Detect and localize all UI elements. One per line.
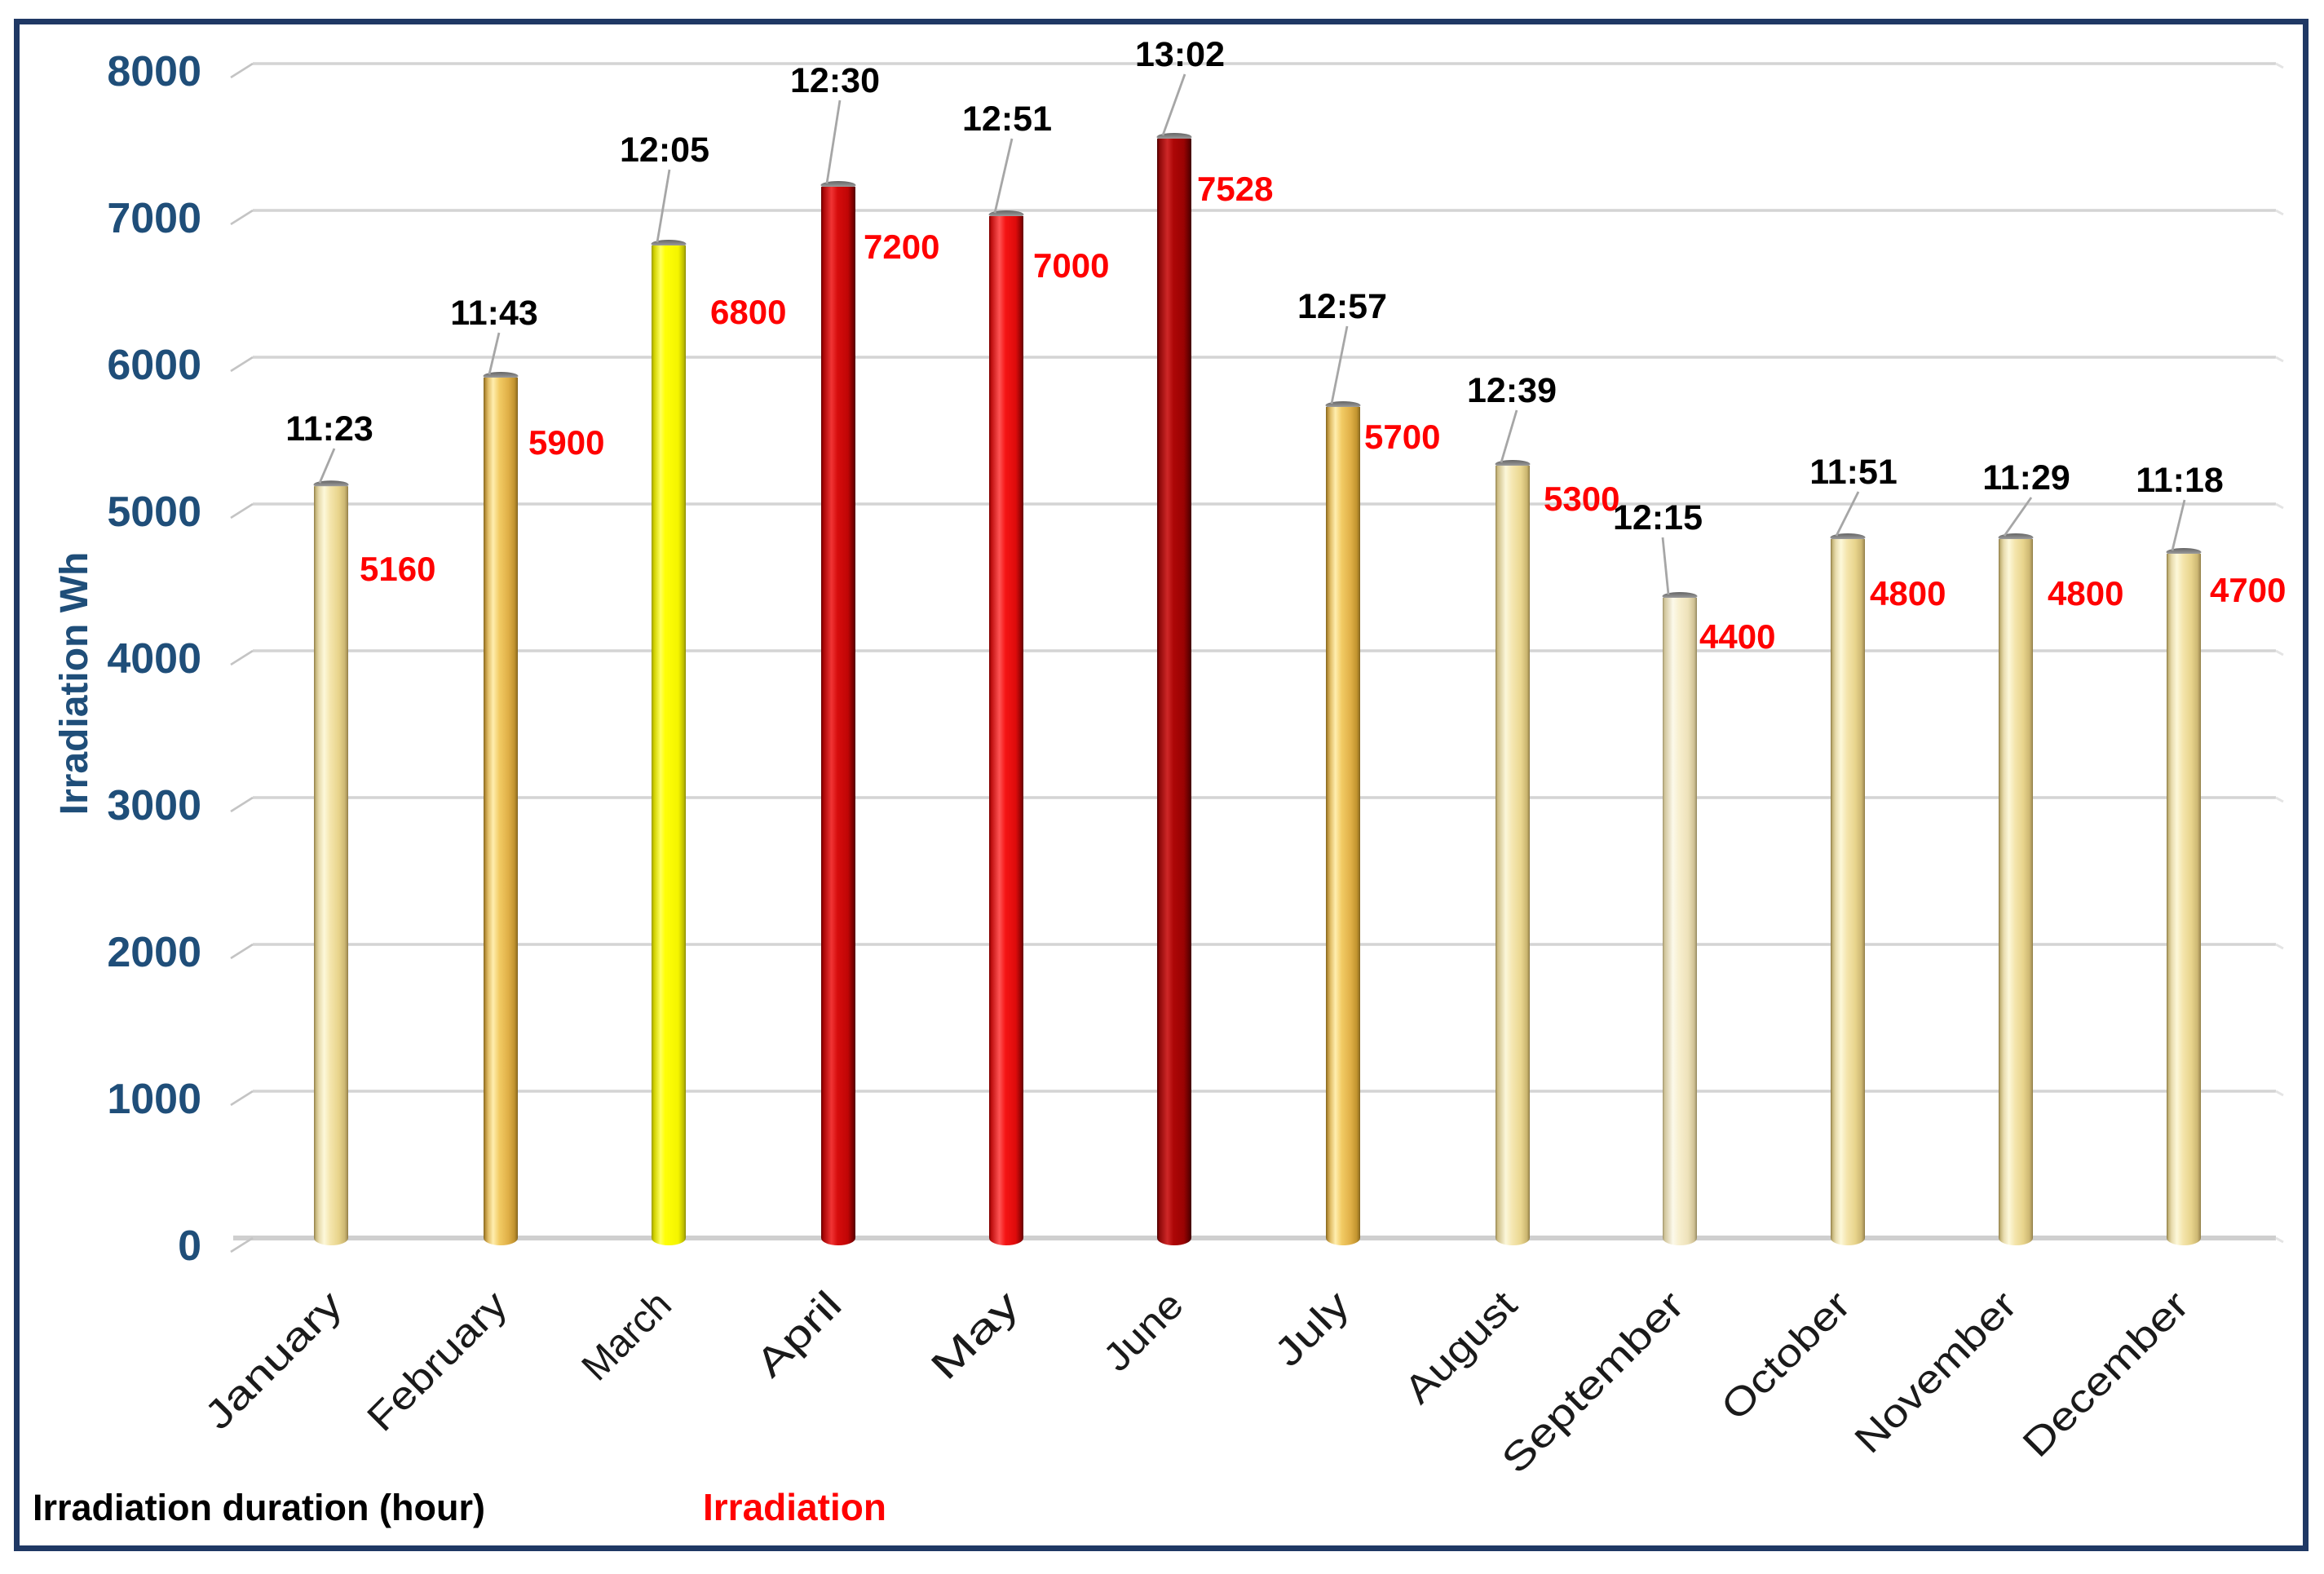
svg-text:7200: 7200 [864,228,939,266]
svg-text:13:02: 13:02 [1135,35,1225,74]
svg-text:12:05: 12:05 [620,130,709,170]
svg-text:11:29: 11:29 [1982,458,2070,497]
svg-text:12:30: 12:30 [790,61,880,100]
svg-text:8000: 8000 [107,48,201,95]
svg-text:1000: 1000 [107,1076,201,1123]
svg-text:2000: 2000 [107,929,201,976]
svg-text:7528: 7528 [1197,170,1273,208]
svg-text:Irradiation Wh: Irradiation Wh [53,552,96,816]
svg-text:11:18: 11:18 [2136,461,2224,500]
svg-text:Irradiation duration (hour): Irradiation duration (hour) [33,1487,485,1528]
svg-text:12:39: 12:39 [1467,371,1557,410]
svg-text:5000: 5000 [107,489,201,536]
svg-text:4800: 4800 [1870,574,1946,612]
svg-text:5300: 5300 [1544,480,1619,518]
svg-text:11:51: 11:51 [1809,453,1898,492]
svg-text:4400: 4400 [1699,617,1775,656]
svg-text:5700: 5700 [1364,418,1440,456]
svg-text:Irradiation: Irradiation [703,1486,886,1528]
svg-text:5160: 5160 [360,550,435,588]
svg-text:6000: 6000 [107,342,201,389]
svg-text:4800: 4800 [2048,574,2123,612]
svg-text:12:51: 12:51 [962,99,1052,139]
svg-text:6800: 6800 [710,293,786,331]
svg-text:0: 0 [178,1223,201,1270]
svg-text:5900: 5900 [528,423,604,462]
svg-text:11:43: 11:43 [450,294,538,333]
svg-text:7000: 7000 [1033,246,1109,285]
svg-text:11:23: 11:23 [285,409,373,449]
svg-text:4700: 4700 [2210,571,2286,609]
svg-text:3000: 3000 [107,782,201,829]
svg-text:12:57: 12:57 [1297,287,1387,326]
svg-text:12:15: 12:15 [1613,498,1703,537]
svg-text:4000: 4000 [107,635,201,683]
svg-text:7000: 7000 [107,195,201,242]
